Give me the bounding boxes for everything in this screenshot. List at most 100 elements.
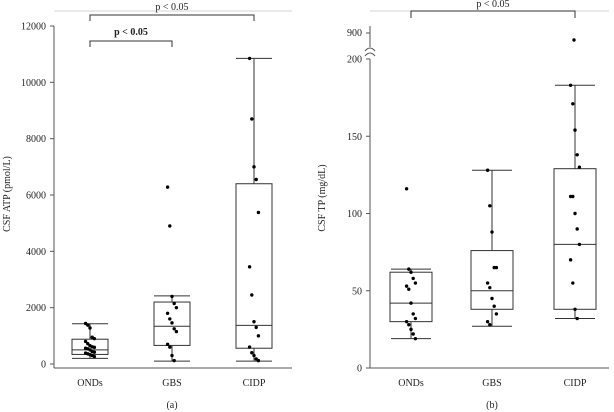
data-point: [485, 168, 490, 172]
data-point: [92, 350, 97, 354]
box: [470, 250, 514, 310]
y-tick-label: 0: [357, 364, 362, 375]
data-point: [92, 354, 97, 359]
data-point: [165, 311, 170, 315]
data-point: [256, 210, 261, 215]
data-point: [568, 258, 573, 262]
data-point: [168, 224, 172, 228]
data-point: [92, 345, 97, 350]
data-point: [86, 323, 90, 327]
data-point: [174, 329, 179, 334]
panel-a: 0 2000 4000 6000 8000 10000 12000 ONDs GBS CID…: [2, 2, 292, 411]
data-point: [494, 312, 499, 316]
p-value-label: p < 0.05: [155, 2, 188, 13]
significance-bracket: p < 0.05: [89, 2, 255, 21]
data-point: [404, 284, 409, 288]
data-point: [573, 307, 577, 311]
panel-label: (b): [486, 400, 498, 411]
data-point: [407, 287, 411, 291]
y-tick-label: 8000: [26, 134, 46, 145]
data-point: [92, 336, 97, 341]
data-point: [247, 345, 252, 349]
box: [553, 168, 597, 310]
bracket-line: [89, 40, 173, 47]
axis-break-mark: [364, 47, 376, 57]
data-point: [488, 204, 492, 208]
data-point: [252, 165, 256, 169]
data-point: [577, 242, 582, 247]
y-tick-label: 10000: [21, 78, 46, 89]
data-point: [409, 301, 413, 305]
data-point: [174, 305, 179, 310]
x-tick-label: CIDP: [243, 378, 266, 389]
data-point: [409, 327, 413, 332]
bracket-line: [89, 14, 255, 21]
x-tick-labels: ONDs GBS CIDP: [77, 378, 266, 389]
data-point: [575, 316, 579, 321]
data-point: [490, 230, 494, 234]
p-value-label: p < 0.05: [114, 27, 148, 38]
data-point: [490, 296, 494, 301]
data-point: [172, 301, 176, 306]
data-point: [404, 187, 409, 191]
data-point: [168, 317, 172, 321]
data-point: [485, 319, 490, 324]
data-point: [575, 153, 579, 157]
panel-b: 900 0 50 100 150 200 ONDs GBS CIDP CSF TP (m…: [317, 0, 609, 411]
box-plots: [389, 84, 597, 340]
x-tick-label: ONDs: [77, 378, 103, 389]
y-tick-label: 100: [347, 209, 362, 220]
y-tick-label: 12000: [21, 22, 46, 33]
data-point: [170, 294, 174, 299]
data-point: [250, 351, 254, 355]
data-point: [170, 353, 174, 358]
data-points: [404, 38, 582, 341]
significance-bracket: p < 0.05: [410, 0, 576, 18]
data-point: [407, 323, 411, 327]
y-tick-label: 50: [352, 286, 362, 297]
data-point: [413, 281, 418, 285]
data-point: [247, 265, 252, 269]
panel-label: (a): [166, 400, 177, 411]
data-point: [250, 293, 254, 297]
significance-bracket: p < 0.05: [89, 27, 173, 47]
data-point: [247, 56, 252, 61]
y-ticks: 0 50 100 150 200: [347, 55, 370, 375]
data-point: [88, 326, 92, 330]
data-point: [571, 102, 575, 106]
data-point: [170, 321, 174, 325]
data-point: [165, 185, 170, 189]
box: [389, 271, 433, 323]
data-point: [409, 270, 413, 274]
y-tick-label: 4000: [26, 247, 46, 258]
y-tick-label-upper: 900: [347, 28, 362, 39]
y-axis-label: CSF ATP (pmol/L): [2, 156, 13, 232]
y-axis-label: CSF TP (mg/dL): [317, 164, 328, 231]
box-plots: [71, 57, 273, 362]
y-tick-label: 150: [347, 132, 362, 143]
data-point: [168, 345, 172, 349]
data-point: [256, 358, 261, 363]
data-point-outlier: [572, 38, 576, 42]
y-tick-label: 0: [41, 360, 46, 371]
data-points: [83, 56, 261, 363]
data-point: [172, 327, 176, 331]
data-point: [254, 325, 258, 330]
data-point: [488, 285, 492, 290]
x-tick-labels: ONDs GBS CIDP: [398, 378, 587, 389]
data-point: [413, 336, 418, 341]
x-tick-label: GBS: [482, 378, 501, 389]
y-tick-label: 2000: [26, 303, 46, 314]
data-point: [577, 165, 582, 169]
data-point: [492, 304, 496, 308]
data-point: [256, 334, 261, 338]
data-point: [407, 267, 411, 271]
y-tick-label: 6000: [26, 191, 46, 202]
data-point: [575, 227, 579, 231]
data-point: [494, 265, 499, 270]
data-point: [411, 276, 415, 281]
data-point: [413, 316, 418, 321]
data-point: [252, 353, 256, 358]
box: [235, 183, 273, 349]
